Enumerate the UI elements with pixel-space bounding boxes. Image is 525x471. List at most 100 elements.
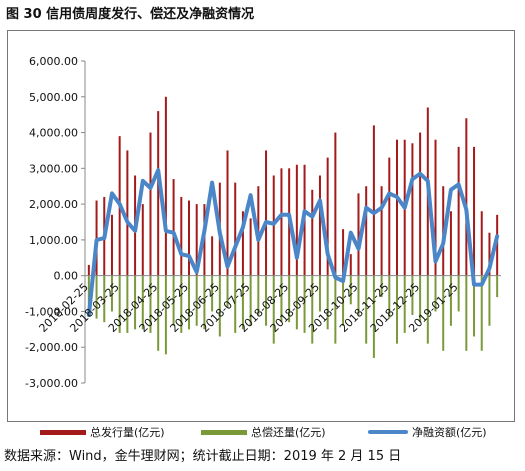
repay-bar xyxy=(149,275,152,333)
issue-bar xyxy=(473,146,476,276)
issue-bar xyxy=(365,186,368,276)
y-tick-label: 2,000.00 xyxy=(29,198,78,211)
issue-bar xyxy=(411,143,414,276)
repay-bar xyxy=(396,275,398,344)
y-tick-label: 3,000.00 xyxy=(29,162,78,175)
legend-issue: 总发行量(亿元) xyxy=(40,426,165,439)
issue-bar xyxy=(234,182,237,276)
issue-bar xyxy=(295,164,298,276)
issue-bar xyxy=(164,96,167,276)
repay-bar xyxy=(188,275,190,330)
issue-bar xyxy=(126,150,129,276)
issue-bar xyxy=(488,232,491,276)
repay-bar xyxy=(249,275,252,326)
y-tick-label: 1,000.00 xyxy=(29,234,78,247)
issue-bar xyxy=(357,193,360,276)
issue-bar xyxy=(396,139,398,276)
repay-bar xyxy=(280,275,283,323)
repay-bar xyxy=(318,275,321,312)
repay-bar xyxy=(449,275,452,326)
repay-bar xyxy=(141,275,144,330)
y-tick-label: 4,000.00 xyxy=(29,127,78,140)
legend-net-swatch xyxy=(368,430,408,434)
repay-bar xyxy=(372,275,375,358)
repay-bar xyxy=(465,275,468,351)
legend-issue-swatch xyxy=(40,429,86,435)
issue-bar xyxy=(141,204,144,276)
issue-bar xyxy=(480,211,483,276)
repay-bar xyxy=(426,275,429,344)
repay-bar xyxy=(87,275,90,316)
repay-bar xyxy=(403,275,406,333)
legend-net: 净融资额(亿元) xyxy=(368,426,487,439)
repay-bar xyxy=(180,275,183,333)
chart-svg: 6,000.00 5,000.00 4,000.00 3,000.00 2,000.00… xyxy=(25,55,501,390)
repay-bar xyxy=(134,275,137,330)
issue-bar xyxy=(419,132,422,276)
issue-bar xyxy=(342,229,345,276)
repay-bar xyxy=(303,275,306,333)
repay-bar xyxy=(103,275,106,323)
issue-bar xyxy=(434,139,437,276)
repay-bar xyxy=(203,275,206,330)
y-tick-label: -2,000.00 xyxy=(25,341,78,354)
legend-repay: 总偿还量(亿元) xyxy=(201,426,326,439)
issue-bar xyxy=(195,204,198,276)
issue-bar xyxy=(449,211,452,276)
legend-repay-label: 总偿还量(亿元) xyxy=(251,426,326,439)
y-tick-label: 5,000.00 xyxy=(29,91,78,104)
repay-bar xyxy=(311,275,314,344)
repay-bar xyxy=(473,275,476,337)
repay-bar xyxy=(480,275,483,351)
issue-bar xyxy=(318,175,321,276)
net-financing-line xyxy=(86,168,500,317)
repay-bar xyxy=(349,275,352,305)
repay-bar xyxy=(272,275,275,344)
repay-bar xyxy=(218,275,221,337)
repay-bar xyxy=(265,275,268,326)
issue-bar xyxy=(157,111,160,276)
source-note: 数据来源：Wind，金牛理财网；统计截止日期：2019 年 2 月 15 日 xyxy=(4,449,402,464)
issue-bar xyxy=(87,264,90,276)
issue-bar xyxy=(265,150,268,276)
repay-bar xyxy=(211,275,214,312)
repay-bar xyxy=(411,275,414,316)
issue-bar xyxy=(465,118,468,276)
legend-repay-swatch xyxy=(201,429,247,435)
issue-bar xyxy=(188,200,190,276)
issue-bar xyxy=(110,214,113,276)
issue-bar xyxy=(334,132,337,276)
repay-bar xyxy=(195,275,198,326)
issue-bar xyxy=(241,211,244,276)
issue-bar xyxy=(311,189,314,276)
repay-bar xyxy=(388,275,391,319)
y-tick-label: 0.00 xyxy=(54,270,79,283)
issue-bar xyxy=(326,157,329,276)
issue-bar xyxy=(226,150,229,276)
repay-bar xyxy=(157,275,160,351)
y-tick-label: -3,000.00 xyxy=(25,377,78,390)
repay-bar xyxy=(457,275,460,312)
issue-bar xyxy=(388,157,391,276)
legend-issue-label: 总发行量(亿元) xyxy=(90,426,165,439)
repay-bar xyxy=(288,275,291,323)
issue-bar xyxy=(149,132,152,276)
repay-bar xyxy=(442,275,445,351)
repay-bar xyxy=(419,275,422,323)
repay-bar xyxy=(295,275,298,330)
repay-bar xyxy=(226,275,229,308)
repay-bar xyxy=(496,275,499,298)
repay-bar xyxy=(326,275,329,330)
repay-bar xyxy=(126,275,129,333)
issue-bar xyxy=(380,186,383,276)
repay-bar xyxy=(257,275,260,316)
issue-bar xyxy=(180,196,183,276)
issue-bar xyxy=(280,168,283,276)
y-tick-label: -1,000.00 xyxy=(25,305,78,318)
repay-bar xyxy=(95,275,98,319)
issue-bar xyxy=(372,125,375,276)
repay-bar xyxy=(365,275,368,344)
chart-frame: 6,000.00 5,000.00 4,000.00 3,000.00 2,000.00… xyxy=(7,30,515,439)
legend-net-label: 净融资额(亿元) xyxy=(412,426,487,439)
repay-bar xyxy=(434,275,437,312)
